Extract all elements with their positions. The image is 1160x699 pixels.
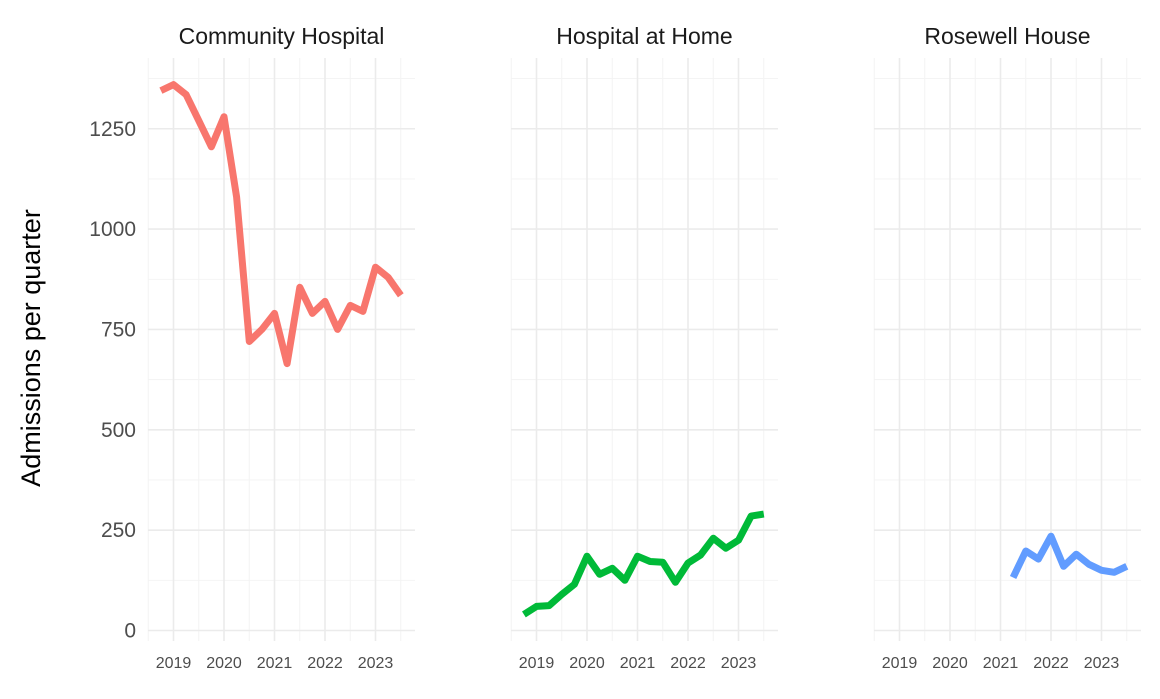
y-axis-label: Admissions per quarter bbox=[16, 209, 46, 487]
x-tick-label: 2022 bbox=[670, 655, 706, 672]
x-tick-label: 2019 bbox=[156, 655, 192, 672]
x-tick-label: 2020 bbox=[932, 655, 968, 672]
gridlines bbox=[147, 58, 1141, 641]
x-tick-label: 2021 bbox=[257, 655, 293, 672]
x-tick-label: 2021 bbox=[620, 655, 656, 672]
series-lines bbox=[159, 81, 1129, 618]
x-tick-label: 2020 bbox=[206, 655, 242, 672]
x-tick-label: 2023 bbox=[1084, 655, 1120, 672]
y-tick-label: 250 bbox=[101, 519, 136, 542]
x-tick-label: 2023 bbox=[358, 655, 394, 672]
x-tick-label: 2020 bbox=[569, 655, 605, 672]
y-tick-label: 1000 bbox=[89, 218, 136, 241]
series-line bbox=[1009, 532, 1129, 580]
x-axis-ticks: 2019 2020 2021 2022 2023 2019 2020 2021 2022 2023… bbox=[156, 655, 1120, 672]
panel-title: Rosewell House bbox=[924, 23, 1090, 49]
x-tick-label: 2019 bbox=[519, 655, 555, 672]
y-axis-ticks: 0 250 500 750 1000 1250 bbox=[89, 118, 136, 643]
y-tick-label: 1250 bbox=[89, 118, 136, 141]
y-tick-label: 500 bbox=[101, 419, 136, 442]
y-tick-label: 750 bbox=[101, 318, 136, 341]
series-line bbox=[159, 81, 404, 368]
x-tick-label: 2022 bbox=[1033, 655, 1069, 672]
panel-title: Community Hospital bbox=[179, 23, 385, 49]
x-tick-label: 2019 bbox=[882, 655, 918, 672]
panel-title: Hospital at Home bbox=[556, 23, 732, 49]
x-tick-label: 2023 bbox=[721, 655, 757, 672]
panel-titles: Community Hospital Hospital at Home Rosewe… bbox=[179, 23, 1091, 49]
y-tick-label: 0 bbox=[124, 620, 136, 643]
x-tick-label: 2022 bbox=[307, 655, 343, 672]
x-tick-label: 2021 bbox=[983, 655, 1019, 672]
series-line bbox=[522, 510, 765, 618]
